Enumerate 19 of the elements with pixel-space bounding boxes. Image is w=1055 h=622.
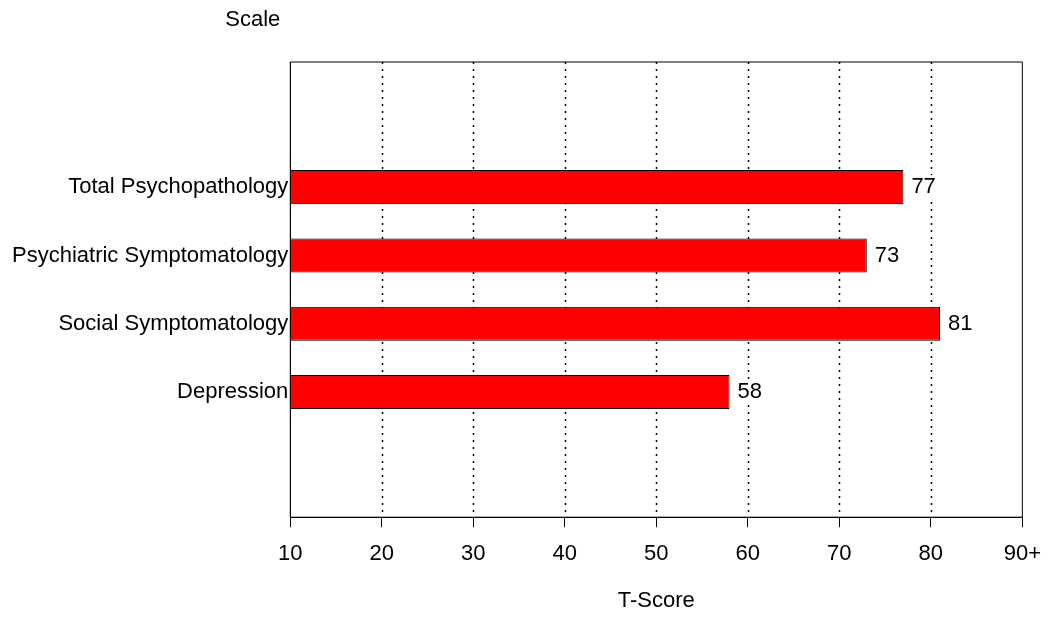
- data-label: 77: [911, 173, 936, 199]
- data-label: 58: [737, 378, 763, 404]
- y-tick-label: Social Symptomatology: [58, 309, 289, 335]
- y-tick-label: Total Psychopathology: [68, 173, 289, 199]
- data-label: 81: [947, 309, 973, 335]
- text: Scale: [225, 6, 281, 32]
- x-tick-label: 80: [918, 540, 944, 566]
- y-tick-label: Depression: [177, 378, 289, 404]
- x-tick-label: 30: [461, 540, 486, 566]
- x-tick-label: 10: [278, 540, 303, 566]
- x-tick-label: 20: [369, 540, 395, 566]
- y-tick-label: Psychiatric Symptomatology: [11, 241, 289, 267]
- data-label: 73: [874, 241, 900, 267]
- x-tick-label: 90+: [1003, 540, 1041, 566]
- x-tick-label: 60: [735, 540, 761, 566]
- x-tick-label: 40: [552, 540, 578, 566]
- x-tick-label: 70: [827, 540, 852, 566]
- x-axis-title: T-Score: [617, 586, 695, 612]
- x-tick-label: 50: [644, 540, 669, 566]
